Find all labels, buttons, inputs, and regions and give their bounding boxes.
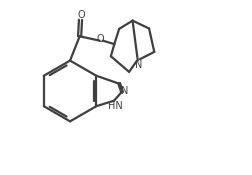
Text: O: O	[77, 10, 84, 20]
Text: N: N	[134, 60, 141, 71]
Text: HN: HN	[107, 101, 122, 111]
Text: O: O	[96, 34, 103, 44]
Text: N: N	[120, 86, 128, 96]
